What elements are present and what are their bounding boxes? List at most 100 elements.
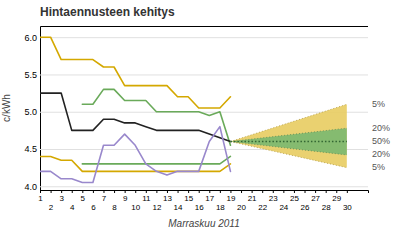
tick-mark: [51, 190, 52, 193]
annotation: 20%: [372, 123, 390, 133]
x-tick: 14: [174, 190, 183, 212]
x-tick-label: 14: [174, 203, 183, 212]
x-tick-label: 30: [343, 203, 352, 212]
x-tick: 8: [112, 190, 117, 212]
x-tick: 12: [152, 190, 161, 212]
x-tick-label: 19: [226, 194, 235, 203]
forecast-median: [230, 141, 346, 142]
x-tick-label: 13: [163, 194, 172, 203]
tick-mark: [114, 190, 115, 193]
x-tick: 17: [205, 190, 214, 203]
tick-mark: [347, 190, 348, 193]
tick-mark: [156, 190, 157, 193]
x-tick: 29: [332, 190, 341, 203]
x-tick-label: 8: [112, 203, 117, 212]
grid-line: [40, 37, 368, 38]
x-tick: 22: [258, 190, 267, 212]
x-tick-label: 27: [311, 194, 320, 203]
plot-root: 4.04.55.05.56.01234567891011121314151617…: [24, 27, 390, 212]
tick-mark: [125, 190, 126, 193]
x-tick: 6: [91, 190, 96, 212]
forecast-boundary: [230, 142, 346, 155]
y-tick-label: 4.5: [24, 144, 37, 154]
tick-mark: [199, 190, 200, 193]
x-tick: 4: [70, 190, 75, 212]
chart-container: 4.04.55.05.56.01234567891011121314151617…: [0, 0, 400, 234]
x-tick: 30: [343, 190, 352, 212]
x-tick-label: 15: [184, 194, 193, 203]
x-tick: 7: [102, 190, 107, 203]
forecast-boundary: [230, 104, 346, 141]
x-tick-label: 12: [152, 203, 161, 212]
tick-mark: [241, 190, 242, 193]
x-tick: 3: [59, 190, 64, 203]
x-axis-line: [41, 191, 369, 194]
x-tick: 19: [226, 190, 235, 203]
x-tick-label: 24: [279, 203, 288, 212]
x-tick: 25: [290, 190, 299, 203]
x-tick: 2: [49, 190, 54, 212]
x-tick-label: 17: [205, 194, 214, 203]
forecast-band: [230, 128, 346, 155]
x-tick-label: 11: [142, 194, 151, 203]
tick-mark: [283, 190, 284, 193]
x-axis: 1234567891011121314151617181920212223242…: [38, 190, 368, 212]
x-tick: 13: [163, 190, 172, 203]
x-tick: 18: [216, 190, 225, 212]
plot-area: [40, 37, 347, 182]
x-tick-label: 22: [258, 203, 267, 212]
tick-mark: [61, 190, 62, 193]
x-tick: 16: [195, 190, 204, 212]
x-tick: 1: [38, 190, 43, 203]
y-tick: 6.0: [24, 33, 368, 43]
x-tick: 15: [184, 190, 193, 203]
series-line: [82, 156, 230, 163]
x-tick: 23: [269, 190, 278, 203]
y-tick-label: 6.0: [24, 33, 37, 43]
y-tick-label: 4.0: [24, 182, 37, 192]
annotation: 5%: [372, 99, 385, 109]
x-tick: 20: [237, 190, 246, 212]
tick-mark: [220, 190, 221, 193]
y-axis-title: c/kWh: [1, 94, 12, 122]
x-tick: 27: [311, 190, 320, 203]
x-tick: 26: [301, 190, 310, 212]
chart-svg: 4.04.55.05.56.01234567891011121314151617…: [0, 0, 400, 234]
tick-mark: [262, 190, 263, 193]
x-tick-label: 20: [237, 203, 246, 212]
x-tick-label: 21: [248, 194, 257, 203]
annotation: 5%: [372, 162, 385, 172]
tick-mark: [294, 190, 295, 193]
forecast-band: [230, 104, 346, 167]
tick-mark: [336, 190, 337, 193]
x-tick-label: 23: [269, 194, 278, 203]
y-tick-label: 5.0: [24, 107, 37, 117]
tick-mark: [103, 190, 104, 193]
x-tick: 21: [248, 190, 257, 203]
x-tick-label: 3: [59, 194, 64, 203]
grid-line: [40, 186, 368, 187]
tick-mark: [273, 190, 274, 193]
tick-mark: [40, 190, 41, 193]
x-tick-label: 16: [195, 203, 204, 212]
title: Hintaennusteen kehitys: [40, 5, 175, 19]
forecast-boundary: [230, 142, 346, 168]
x-tick-label: 29: [332, 194, 341, 203]
tick-mark: [326, 190, 327, 193]
grid-line: [40, 112, 368, 113]
y-axis: 4.04.55.05.56.0: [24, 27, 368, 192]
tick-mark: [82, 190, 83, 193]
x-tick-label: 1: [38, 194, 43, 203]
tick-mark: [72, 190, 73, 193]
x-tick: 9: [123, 190, 128, 203]
tick-mark: [305, 190, 306, 193]
x-tick-label: 28: [322, 203, 331, 212]
series-line: [40, 127, 230, 183]
x-tick: 10: [131, 190, 140, 212]
annotation: 20%: [372, 149, 390, 159]
tick-mark: [315, 190, 316, 193]
x-tick-label: 5: [81, 194, 86, 203]
x-tick: 24: [279, 190, 288, 212]
x-tick: 5: [81, 190, 86, 203]
series-line: [40, 37, 230, 108]
